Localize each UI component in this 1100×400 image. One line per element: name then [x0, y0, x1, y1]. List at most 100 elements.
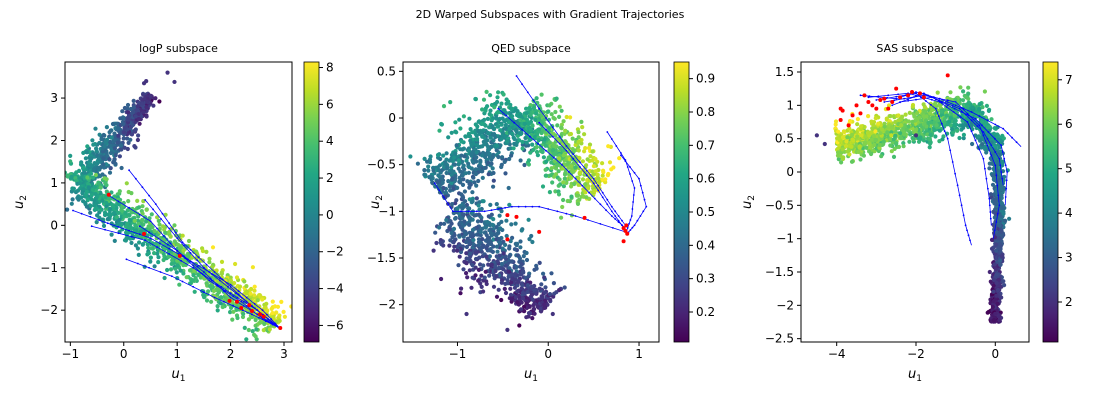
- scatter-point: [173, 228, 178, 234]
- scatter-point: [506, 185, 511, 191]
- scatter-point: [862, 140, 867, 146]
- scatter-point: [204, 249, 209, 254]
- scatter-point: [467, 185, 472, 190]
- scatter-point: [433, 230, 438, 235]
- trajectory-step-marker: [148, 194, 151, 197]
- scatter-point: [458, 126, 463, 131]
- scatter-point: [584, 195, 589, 200]
- scatter-point: [473, 167, 478, 172]
- scatter-point: [126, 140, 131, 145]
- scatter-point: [525, 133, 530, 138]
- scatter-point: [573, 165, 578, 170]
- scatter-point: [112, 238, 117, 243]
- scatter-point: [580, 159, 586, 164]
- scatter-point: [127, 213, 132, 218]
- scatter-point: [837, 137, 842, 142]
- scatter-point: [952, 123, 958, 128]
- trajectory-step-marker: [106, 222, 109, 225]
- trajectory-step-marker: [141, 186, 144, 189]
- scatter-point: [75, 195, 80, 201]
- scatter-point: [591, 164, 597, 169]
- scatter-point: [181, 259, 187, 264]
- scatter-point: [448, 100, 453, 105]
- scatter-point: [97, 132, 102, 137]
- endpoint-marker: [239, 306, 244, 311]
- scatter-point: [923, 109, 928, 114]
- scatter-point: [561, 197, 566, 203]
- scatter-point: [467, 222, 472, 227]
- scatter-point: [235, 315, 240, 321]
- trajectory-step-marker: [606, 131, 609, 133]
- scatter-point: [461, 114, 466, 119]
- scatter-point: [910, 119, 915, 124]
- scatter-point: [901, 144, 906, 149]
- trajectory-step-marker: [203, 291, 205, 294]
- trajectory-step-marker: [128, 229, 131, 232]
- scatter-point: [481, 97, 487, 102]
- scatter-point: [844, 139, 849, 144]
- scatter-point: [550, 180, 555, 185]
- y-tick-label: −2: [40, 303, 58, 317]
- scatter-point: [101, 133, 107, 138]
- scatter-point: [490, 222, 495, 227]
- scatter-point: [465, 275, 470, 280]
- scatter-point: [557, 145, 563, 151]
- trajectory-step-marker: [264, 320, 267, 323]
- scatter-point: [567, 132, 572, 137]
- trajectory-step-marker: [633, 187, 636, 189]
- trajectory-step-marker: [256, 309, 259, 312]
- scatter-point: [557, 156, 562, 161]
- scatter-point: [977, 138, 983, 143]
- scatter-point: [94, 206, 99, 212]
- scatter-point: [491, 178, 496, 183]
- scatter-point: [864, 145, 869, 150]
- trajectory-step-marker: [156, 246, 159, 249]
- scatter-point: [871, 123, 876, 128]
- scatter-point: [446, 135, 451, 140]
- scatter-point: [469, 152, 474, 157]
- scatter-point: [459, 192, 464, 197]
- scatter-point: [438, 221, 443, 226]
- trajectory-step-marker: [626, 166, 629, 168]
- scatter-point: [252, 288, 257, 293]
- scatter-point: [878, 130, 883, 135]
- trajectory-step-marker: [614, 218, 617, 220]
- scatter-point: [992, 144, 998, 149]
- scatter-point: [282, 314, 287, 319]
- scatter-point: [228, 278, 233, 283]
- scatter-point: [555, 163, 560, 168]
- scatter-point: [193, 276, 198, 281]
- scatter-point: [468, 248, 473, 253]
- scatter-point: [226, 295, 231, 300]
- scatter-point: [481, 244, 486, 249]
- scatter-point: [460, 195, 466, 200]
- trajectory-step-marker: [245, 305, 248, 307]
- scatter-point: [509, 299, 514, 304]
- scatter-point: [937, 103, 942, 108]
- scatter-point: [488, 227, 493, 232]
- scatter-point: [476, 278, 481, 283]
- scatter-point: [531, 147, 536, 153]
- scatter-point: [536, 138, 541, 143]
- trajectory-step-marker: [138, 233, 141, 236]
- scatter-point: [85, 175, 90, 180]
- scatter-point: [497, 117, 502, 122]
- scatter-point: [467, 148, 472, 153]
- scatter-point: [873, 137, 879, 143]
- trajectory-step-marker: [168, 222, 171, 225]
- scatter-point: [210, 245, 216, 250]
- scatter-point: [845, 135, 850, 140]
- scatter-point: [910, 126, 915, 131]
- scatter-point: [84, 204, 89, 209]
- scatter-point: [499, 101, 504, 106]
- scatter-point: [977, 102, 982, 107]
- scatter-point: [524, 111, 529, 116]
- scatter-point: [104, 189, 109, 194]
- scatter-point: [148, 259, 153, 264]
- scatter-point: [898, 131, 903, 136]
- trajectory-step-marker: [134, 177, 137, 180]
- scatter-point: [133, 243, 138, 248]
- scatter-point: [140, 101, 145, 106]
- scatter-point: [494, 233, 499, 238]
